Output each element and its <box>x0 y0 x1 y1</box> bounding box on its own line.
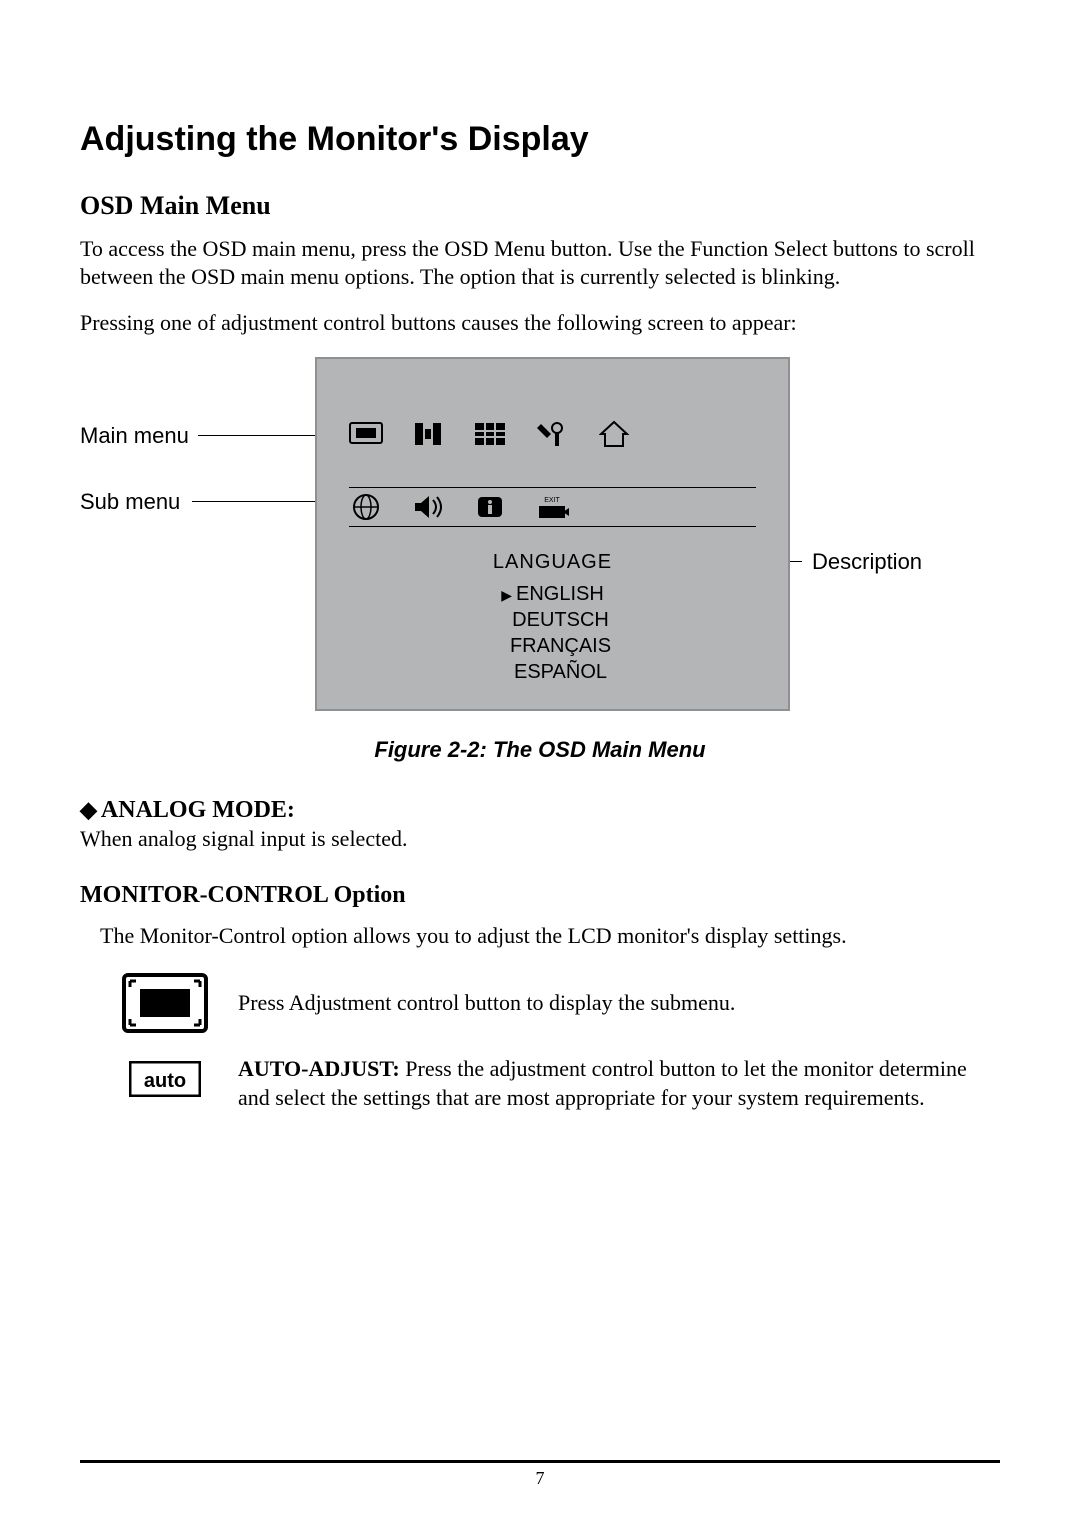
osd-section-title: LANGUAGE <box>317 551 788 574</box>
figure-caption: Figure 2-2: The OSD Main Menu <box>80 737 1000 763</box>
tools-icon <box>535 421 569 447</box>
language-list: ENGLISH DEUTSCH FRANÇAIS ESPAÑOL <box>317 581 788 685</box>
monitor-control-heading: MONITOR-CONTROL Option <box>80 882 1000 909</box>
globe-icon <box>349 494 383 520</box>
info-icon <box>473 494 507 520</box>
lang-option-0: ENGLISH <box>317 581 788 607</box>
footer-rule <box>80 1460 1000 1463</box>
analog-mode-heading: ◆ANALOG MODE: <box>80 797 1000 824</box>
osd-paragraph-1: To access the OSD main menu, press the O… <box>80 235 1000 291</box>
grid-icon <box>473 421 507 447</box>
monitor-control-intro: The Monitor-Control option allows you to… <box>100 923 1000 949</box>
osd-sub-row: EXIT <box>349 487 756 527</box>
osd-heading: OSD Main Menu <box>80 191 1000 221</box>
monitor-icon <box>349 421 383 447</box>
osd-figure: Main menu Sub menu Description <box>80 357 1000 717</box>
lang-option-3: ESPAÑOL <box>317 659 788 685</box>
osd-icon <box>411 421 445 447</box>
auto-adjust-text: AUTO-ADJUST: Press the adjustment contro… <box>238 1055 1000 1111</box>
lang-option-2: FRANÇAIS <box>317 633 788 659</box>
page-title: Adjusting the Monitor's Display <box>80 120 1000 159</box>
exit-icon: EXIT <box>535 494 569 520</box>
audio-icon <box>411 494 445 520</box>
lang-option-1: DEUTSCH <box>317 607 788 633</box>
monitor-control-row-1: Press Adjustment control button to displ… <box>120 973 1000 1033</box>
analog-mode-body: When analog signal input is selected. <box>80 826 1000 852</box>
page-number: 7 <box>0 1468 1080 1489</box>
auto-adjust-bold: AUTO-ADJUST: <box>238 1056 400 1081</box>
auto-adjust-icon: auto <box>120 1055 210 1103</box>
osd-paragraph-2: Pressing one of adjustment control butto… <box>80 309 1000 337</box>
home-icon <box>597 421 631 447</box>
auto-adjust-row: auto AUTO-ADJUST: Press the adjustment c… <box>120 1055 1000 1111</box>
osd-panel: EXIT LANGUAGE ENGLISH DEUTSCH FRANÇAIS E… <box>315 357 790 711</box>
monitor-control-icon <box>120 973 210 1033</box>
monitor-control-row1-text: Press Adjustment control button to displ… <box>238 989 1000 1017</box>
diamond-icon: ◆ <box>80 797 97 822</box>
osd-main-row <box>349 421 756 447</box>
svg-text:auto: auto <box>144 1070 186 1092</box>
label-description: Description <box>812 549 922 575</box>
svg-text:EXIT: EXIT <box>544 497 560 504</box>
label-main-menu: Main menu <box>80 423 189 449</box>
label-sub-menu: Sub menu <box>80 489 180 515</box>
analog-mode-label: ANALOG MODE: <box>101 797 295 823</box>
